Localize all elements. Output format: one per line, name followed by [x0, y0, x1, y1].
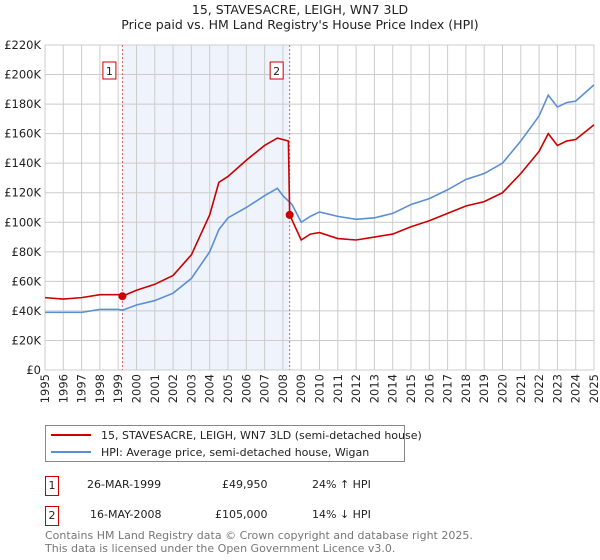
- sale-marker-label: 1: [106, 65, 113, 78]
- x-tick-label: 2024: [569, 374, 583, 403]
- legend: 15, STAVESACRE, LEIGH, WN7 3LD (semi-det…: [45, 425, 422, 462]
- x-tick-label: 2000: [130, 374, 144, 403]
- sale-point: [285, 210, 294, 219]
- x-tick-label: 2004: [203, 374, 217, 403]
- x-tick-label: 2010: [313, 374, 327, 403]
- x-tick-label: 2014: [386, 374, 400, 403]
- sale-marker-label: 2: [273, 65, 280, 78]
- x-tick-label: 2018: [459, 374, 473, 403]
- x-tick-label: 2023: [550, 374, 564, 403]
- y-tick-label: £140K: [4, 156, 41, 170]
- y-tick-label: £80K: [12, 245, 42, 259]
- legend-swatch-hpi: [51, 451, 91, 453]
- chart-title: 15, STAVESACRE, LEIGH, WN7 3LD Price pai…: [0, 2, 600, 32]
- x-tick-label: 2016: [422, 374, 436, 403]
- footer-line: Contains HM Land Registry data © Crown c…: [45, 529, 473, 542]
- x-tick-label: 2012: [349, 374, 363, 403]
- y-tick-label: £100K: [4, 215, 41, 229]
- sale-hpi-diff: 14% ↓ HPI: [312, 508, 371, 521]
- x-tick-label: 2022: [532, 374, 546, 403]
- sale-hpi-diff: 24% ↑ HPI: [312, 478, 371, 491]
- y-tick-label: £120K: [4, 186, 41, 200]
- sale-marker-box: [269, 61, 284, 80]
- chart-svg: 1995 1996 1997 1998 1999 2000 2001 2002 2003 2004…: [4, 38, 600, 403]
- x-tick-label: 2011: [331, 374, 345, 403]
- title-line: 15, STAVESACRE, LEIGH, WN7 3LD: [191, 2, 409, 17]
- hpi-line: [45, 84, 595, 314]
- property-line: [44, 124, 595, 300]
- x-tick-label: 2005: [221, 374, 235, 403]
- sale-marker-label: 1: [45, 476, 59, 496]
- x-tick-label: 2007: [258, 374, 272, 403]
- y-tick-label: £60K: [12, 274, 42, 288]
- x-tick-label: 2020: [496, 374, 510, 403]
- x-tick-label: 2001: [148, 374, 162, 403]
- x-tick-label: 2009: [294, 374, 308, 403]
- x-tick-label: 1997: [75, 374, 89, 403]
- sale-point: [118, 292, 127, 301]
- x-tick-label: 2025: [587, 374, 600, 403]
- table-row: 2 16-MAY-2008 £105,000 14% ↓ HPI: [45, 506, 445, 526]
- y-tick-label: £180K: [4, 97, 41, 111]
- x-tick-label: 1996: [56, 374, 70, 403]
- x-tick-label: 2002: [166, 374, 180, 403]
- sale-price: £49,950: [222, 478, 268, 491]
- legend-swatch-property: [51, 434, 91, 436]
- x-tick-label: 2003: [184, 374, 198, 403]
- legend-label-property: 15, STAVESACRE, LEIGH, WN7 3LD (semi-det…: [101, 428, 422, 442]
- sale-marker-label: 2: [45, 506, 59, 526]
- x-tick-label: 1999: [111, 374, 125, 403]
- x-tick-label: 2013: [367, 374, 381, 403]
- footer-line: This data is licensed under the Open Gov…: [45, 542, 396, 555]
- y-tick-label: £200K: [4, 68, 41, 82]
- sale-price: £105,000: [215, 508, 268, 521]
- x-tick-label: 1998: [93, 374, 107, 403]
- x-tick-label: 2019: [477, 374, 491, 403]
- x-tick-label: 2008: [276, 374, 290, 403]
- y-tick-label: £20K: [12, 333, 42, 347]
- x-tick-label: 2021: [514, 374, 528, 403]
- sale-date: 26-MAR-1999: [87, 478, 162, 491]
- x-tick-label: 2006: [239, 374, 253, 403]
- y-tick-label: £0: [26, 363, 41, 377]
- y-tick-label: £220K: [4, 38, 41, 52]
- y-tick-label: £40K: [12, 304, 42, 318]
- subtitle-line: Price paid vs. HM Land Registry's House …: [121, 17, 479, 32]
- table-row: 1 26-MAR-1999 £49,950 24% ↑ HPI: [45, 476, 445, 496]
- x-tick-label: 2015: [404, 374, 418, 403]
- x-tick-label: 1995: [38, 374, 52, 403]
- sale-date: 16-MAY-2008: [90, 508, 162, 521]
- x-tick-label: 2017: [441, 374, 455, 403]
- sale-period-shade: [122, 45, 290, 370]
- legend-label-hpi: HPI: Average price, semi-detached house,…: [101, 445, 370, 459]
- footer: Contains HM Land Registry data © Crown c…: [45, 529, 473, 555]
- y-tick-label: £160K: [4, 127, 41, 141]
- sale-marker-box: [102, 61, 117, 80]
